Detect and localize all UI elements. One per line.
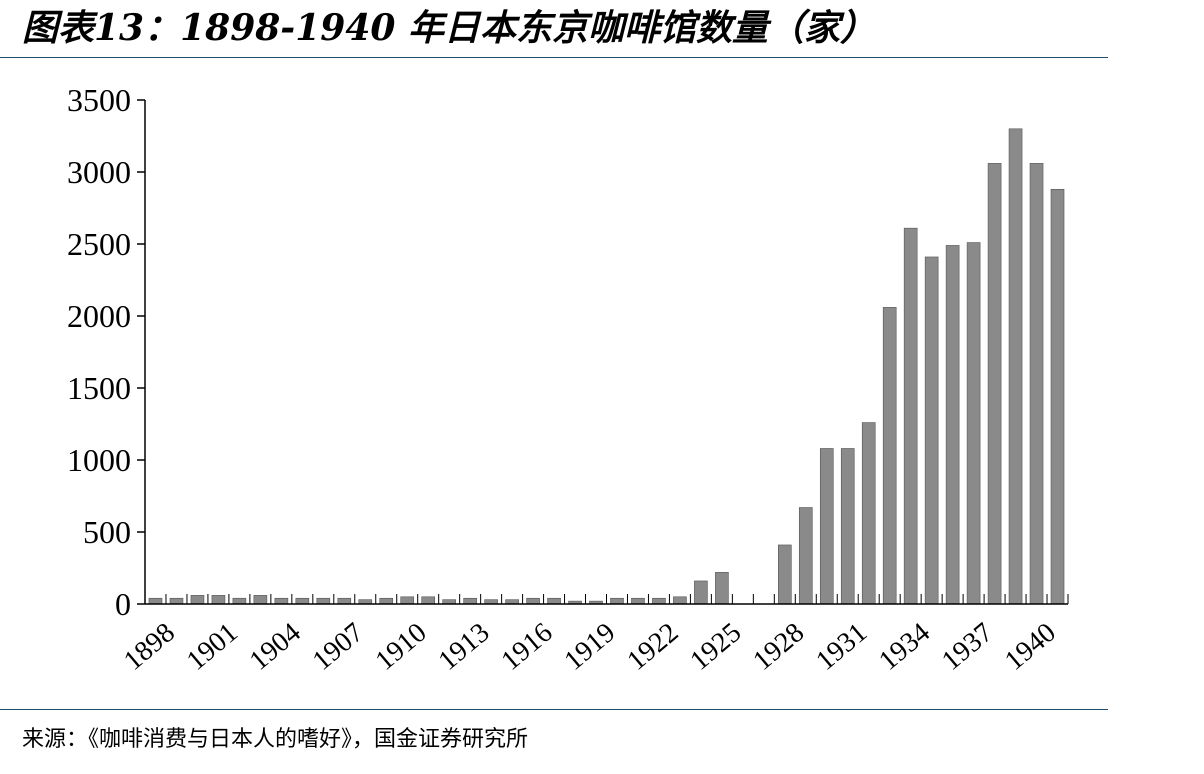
bar — [966, 242, 981, 605]
page-title: 图表13：1898-1940 年日本东京咖啡馆数量（家） — [22, 7, 876, 49]
bar — [1008, 128, 1023, 605]
x-tick-label: 1913 — [433, 617, 496, 677]
x-tick-label: 1916 — [496, 617, 559, 677]
x-tick-label: 1937 — [936, 617, 999, 677]
bar — [777, 544, 792, 605]
x-tick-label: 1928 — [747, 617, 810, 677]
bar — [274, 597, 289, 605]
bar — [148, 597, 163, 605]
bar — [987, 163, 1002, 605]
bar — [421, 596, 436, 605]
bar — [400, 596, 415, 605]
source-note: 来源：《咖啡消费与日本人的嗜好》，国金证券研究所 — [22, 727, 529, 752]
bar — [379, 597, 394, 605]
bar — [463, 597, 477, 605]
bar — [547, 597, 561, 605]
bar — [798, 507, 813, 605]
bar — [169, 597, 184, 605]
bar — [316, 597, 331, 605]
x-tick-label: 1904 — [244, 617, 307, 677]
y-tick-label: 2000 — [67, 298, 131, 334]
y-tick-label: 3000 — [67, 154, 131, 190]
bar — [1050, 188, 1065, 605]
bar — [840, 448, 855, 605]
bar — [861, 422, 876, 605]
x-tick-label: 1940 — [999, 617, 1062, 677]
bar — [526, 597, 540, 605]
bar — [673, 596, 687, 605]
bar — [610, 597, 624, 605]
bar — [1029, 163, 1044, 605]
y-tick-label: 1000 — [67, 442, 131, 478]
bar — [652, 597, 666, 605]
bar — [631, 597, 645, 605]
bar — [945, 245, 960, 605]
bars — [148, 128, 1065, 605]
bar — [694, 580, 708, 605]
bar — [211, 595, 226, 605]
footer-divider — [0, 709, 1108, 710]
y-tick-label: 3500 — [67, 82, 131, 118]
y-tick-label: 0 — [115, 586, 131, 622]
bar — [882, 307, 897, 605]
bar — [715, 572, 729, 605]
bar — [295, 597, 310, 605]
y-axis: 0 500 1000 1500 2000 2500 3000 3500 — [67, 82, 146, 622]
bar — [190, 595, 205, 605]
y-tick-label: 1500 — [67, 370, 131, 406]
x-tick-label: 1922 — [621, 617, 684, 677]
x-tick-label: 1931 — [810, 617, 873, 677]
title-divider — [0, 57, 1108, 58]
x-tick-label: 1919 — [559, 617, 622, 677]
bar — [903, 227, 918, 605]
bar — [232, 597, 247, 605]
y-tick-label: 500 — [83, 514, 131, 550]
x-tick-label: 1898 — [118, 617, 181, 677]
bar — [819, 448, 834, 605]
bar — [253, 595, 268, 605]
x-tick-label: 1907 — [307, 617, 370, 677]
x-axis: 1898 1901 1904 1907 1910 1913 1916 1919 1922 1925… — [118, 594, 1069, 677]
x-tick-label: 1901 — [181, 617, 244, 677]
y-tick-label: 2500 — [67, 226, 131, 262]
x-tick-label: 1934 — [873, 617, 936, 677]
bar — [924, 256, 939, 605]
x-tick-label: 1925 — [684, 617, 747, 677]
x-tick-label: 1910 — [370, 617, 433, 677]
bar — [337, 597, 352, 605]
